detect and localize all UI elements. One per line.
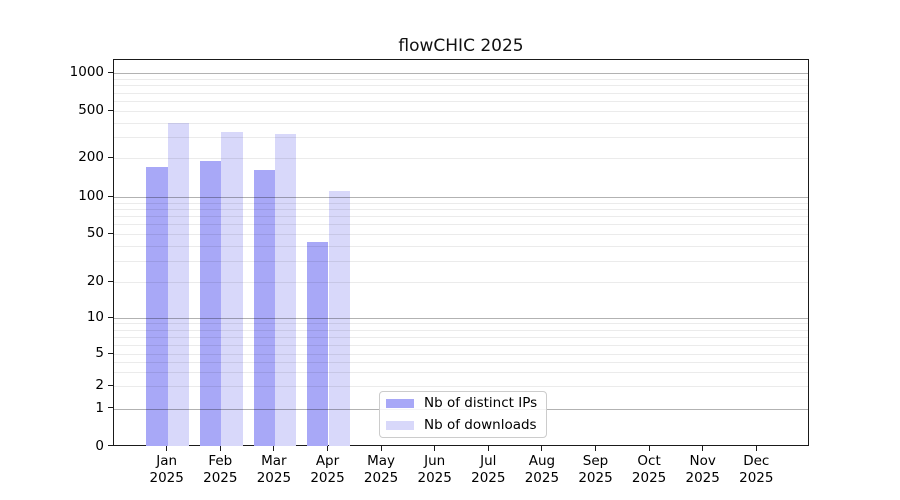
y-tick-label: 5 — [95, 345, 104, 361]
bar-downloads — [274, 133, 297, 447]
minor-gridline — [114, 202, 808, 204]
legend-swatch-downloads — [386, 420, 414, 430]
minor-gridline — [114, 260, 808, 262]
y-tick-mark — [108, 156, 113, 158]
y-tick-label: 500 — [78, 102, 104, 118]
major-gridline — [114, 197, 808, 198]
y-tick-label: 100 — [78, 188, 104, 204]
legend-entry-downloads: Nb of downloads — [386, 416, 540, 435]
minor-gridline — [114, 122, 808, 124]
x-tick-mark — [166, 446, 168, 451]
bar-distinct-ips — [253, 170, 275, 447]
minor-gridline — [114, 329, 808, 331]
y-tick-mark — [108, 280, 113, 282]
y-tick-label: 50 — [86, 225, 104, 242]
x-tick-label: Mar 2025 — [256, 452, 292, 487]
y-tick-mark — [108, 384, 113, 386]
x-tick-mark — [595, 446, 596, 451]
y-tick-mark — [108, 316, 113, 318]
y-tick-mark — [108, 195, 113, 197]
chart-title: flowCHIC 2025 — [398, 36, 524, 56]
x-tick-mark — [219, 446, 221, 451]
x-tick-label: Apr 2025 — [310, 452, 345, 487]
x-tick-mark — [755, 446, 757, 451]
x-tick-mark — [487, 446, 489, 451]
major-gridline — [114, 73, 808, 75]
y-tick-label: 20 — [86, 273, 104, 289]
y-tick-label: 2 — [95, 377, 104, 393]
minor-gridline — [114, 137, 808, 139]
minor-gridline — [114, 216, 808, 218]
y-tick-mark — [108, 71, 113, 73]
bars-layer — [114, 60, 808, 447]
legend-swatch-distinct-ips — [386, 398, 414, 408]
y-tick-mark — [108, 445, 113, 446]
x-tick-label: Dec 2025 — [739, 452, 774, 487]
minor-gridline — [114, 234, 808, 236]
x-tick-label: May 2025 — [363, 452, 399, 487]
y-tick-mark — [108, 352, 113, 354]
minor-gridline — [114, 85, 808, 87]
y-tick-label: 1 — [95, 399, 104, 416]
bar-distinct-ips — [199, 161, 222, 447]
minor-gridline — [114, 101, 808, 103]
bar-distinct-ips — [307, 242, 329, 447]
minor-gridline — [114, 209, 808, 210]
x-tick-label: Feb 2025 — [203, 452, 238, 487]
x-tick-label: Jun 2025 — [417, 452, 452, 487]
minor-gridline — [114, 336, 808, 338]
bar-downloads — [167, 122, 190, 447]
minor-gridline — [114, 361, 808, 363]
minor-gridline — [114, 111, 808, 112]
y-tick-label: 1000 — [69, 64, 104, 81]
y-tick-label: 0 — [95, 437, 104, 454]
x-tick-label: Nov 2025 — [685, 452, 720, 487]
x-tick-label: Jan 2025 — [149, 452, 184, 487]
x-tick-mark — [702, 446, 704, 451]
x-tick-mark — [434, 446, 436, 451]
x-tick-mark — [273, 446, 275, 451]
minor-gridline — [114, 354, 808, 355]
y-tick-mark — [108, 109, 113, 111]
x-tick-mark — [648, 446, 650, 451]
legend-entry-distinct-ips: Nb of distinct IPs — [386, 394, 540, 413]
x-tick-label: Oct 2025 — [631, 452, 667, 487]
minor-gridline — [114, 224, 808, 226]
x-tick-mark — [380, 446, 382, 451]
minor-gridline — [114, 92, 808, 94]
x-tick-mark — [541, 446, 543, 451]
minor-gridline — [114, 386, 808, 387]
y-tick-mark — [108, 407, 113, 409]
minor-gridline — [114, 158, 808, 160]
minor-gridline — [114, 323, 808, 325]
minor-gridline — [114, 371, 808, 373]
plot-area — [113, 58, 809, 447]
bar-downloads — [328, 191, 350, 447]
x-tick-mark — [327, 446, 328, 451]
x-tick-label: Jul 2025 — [471, 452, 506, 487]
minor-gridline — [114, 282, 808, 283]
major-gridline — [114, 318, 808, 319]
grid-layer — [114, 60, 808, 446]
legend-label-distinct-ips: Nb of distinct IPs — [424, 395, 538, 411]
y-tick-label: 200 — [78, 149, 104, 166]
bar-distinct-ips — [146, 167, 168, 447]
y-tick-label: 10 — [86, 309, 104, 325]
legend: Nb of distinct IPs Nb of downloads — [379, 390, 547, 438]
minor-gridline — [114, 344, 808, 346]
minor-gridline — [114, 245, 808, 247]
x-tick-label: Aug 2025 — [524, 452, 560, 487]
x-tick-label: Sep 2025 — [578, 452, 613, 487]
legend-label-downloads: Nb of downloads — [424, 417, 537, 433]
minor-gridline — [114, 79, 808, 81]
bar-downloads — [221, 131, 243, 447]
y-tick-mark — [108, 232, 113, 234]
